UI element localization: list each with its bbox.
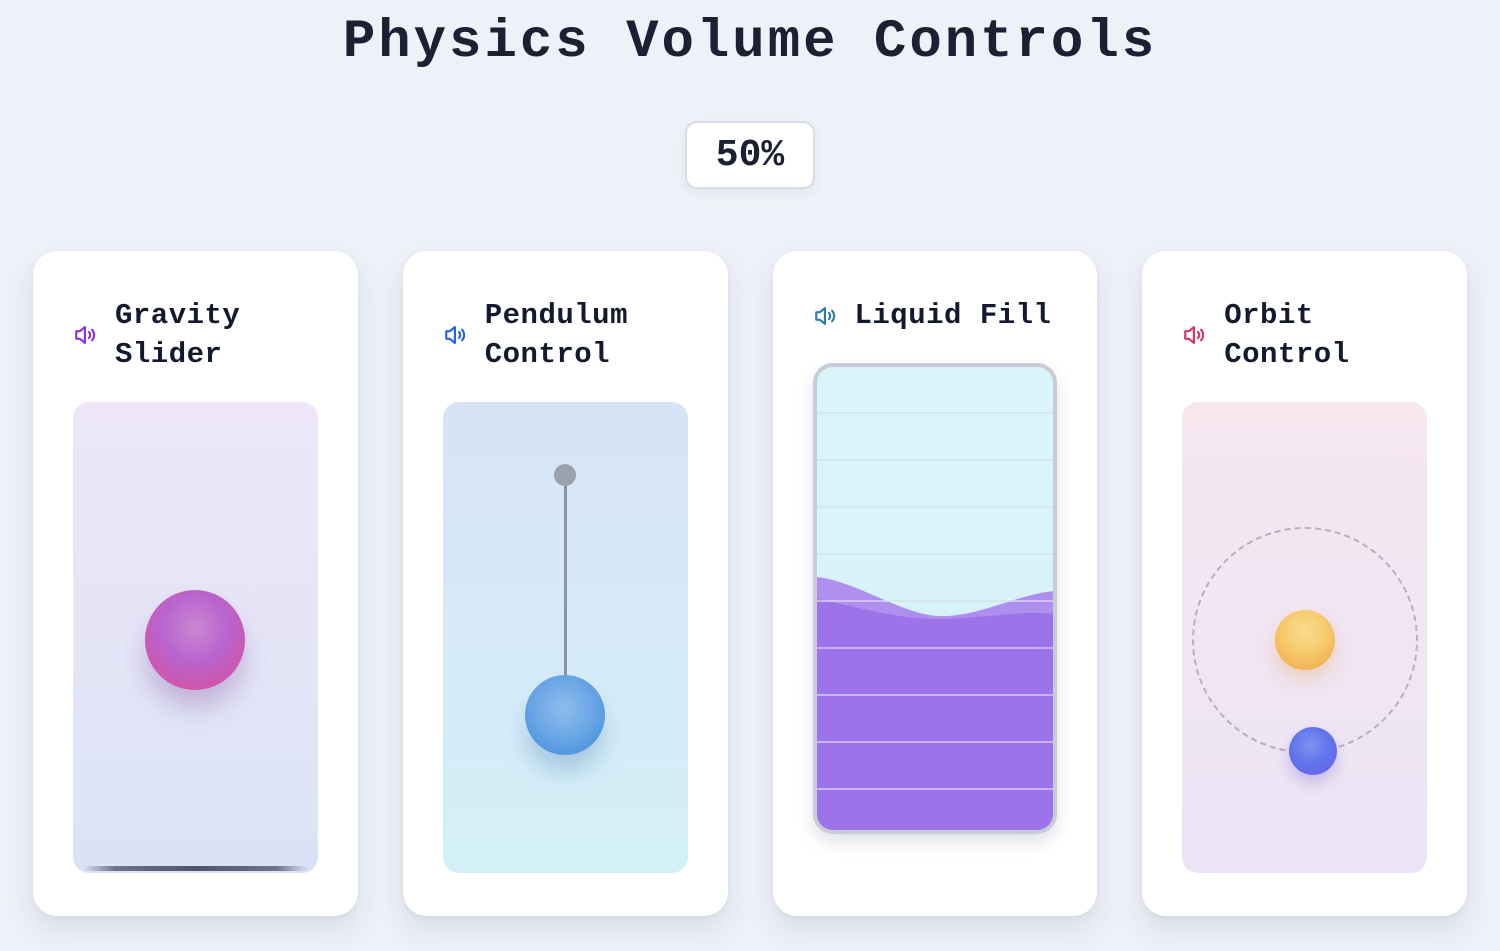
orbit-sun <box>1274 610 1335 670</box>
card-header: Gravity Slider <box>73 296 318 374</box>
card-title: Gravity Slider <box>115 299 241 371</box>
controls-grid: Gravity Slider Pendulum Control <box>0 251 1500 916</box>
card-title: Orbit Control <box>1224 299 1350 371</box>
gravity-ground-line <box>82 866 308 871</box>
pendulum-ball-handle[interactable] <box>525 675 606 755</box>
card-liquid-fill: Liquid Fill <box>772 251 1098 916</box>
liquid-fill-waves <box>816 577 1054 830</box>
page-title: Physics Volume Controls <box>342 12 1158 73</box>
card-header: Orbit Control <box>1182 296 1427 374</box>
card-header: Pendulum Control <box>443 296 688 374</box>
liquid-tank[interactable] <box>812 363 1058 834</box>
orbit-planet-handle[interactable] <box>1289 727 1338 775</box>
liquid-tank-container[interactable] <box>812 363 1058 834</box>
gravity-ball-handle[interactable] <box>145 590 246 690</box>
volume-speaker-icon <box>443 322 469 348</box>
pendulum-track[interactable] <box>442 402 688 873</box>
volume-speaker-icon <box>1182 322 1208 348</box>
card-pendulum-control: Pendulum Control <box>402 251 728 916</box>
volume-value-display: 50% <box>685 121 815 189</box>
volume-value-text: 50% <box>715 133 785 177</box>
card-title: Pendulum Control <box>484 299 628 371</box>
volume-speaker-icon <box>73 322 99 348</box>
card-gravity-slider: Gravity Slider <box>33 251 358 916</box>
pendulum-pivot <box>554 464 577 486</box>
gravity-slider-track[interactable] <box>73 402 318 873</box>
pendulum-rod <box>563 475 567 715</box>
card-title: Liquid Fill <box>854 299 1052 332</box>
orbit-track[interactable] <box>1182 402 1427 873</box>
volume-speaker-icon <box>813 303 839 329</box>
card-header: Liquid Fill <box>813 296 1058 335</box>
card-orbit-control: Orbit Control <box>1142 251 1467 916</box>
